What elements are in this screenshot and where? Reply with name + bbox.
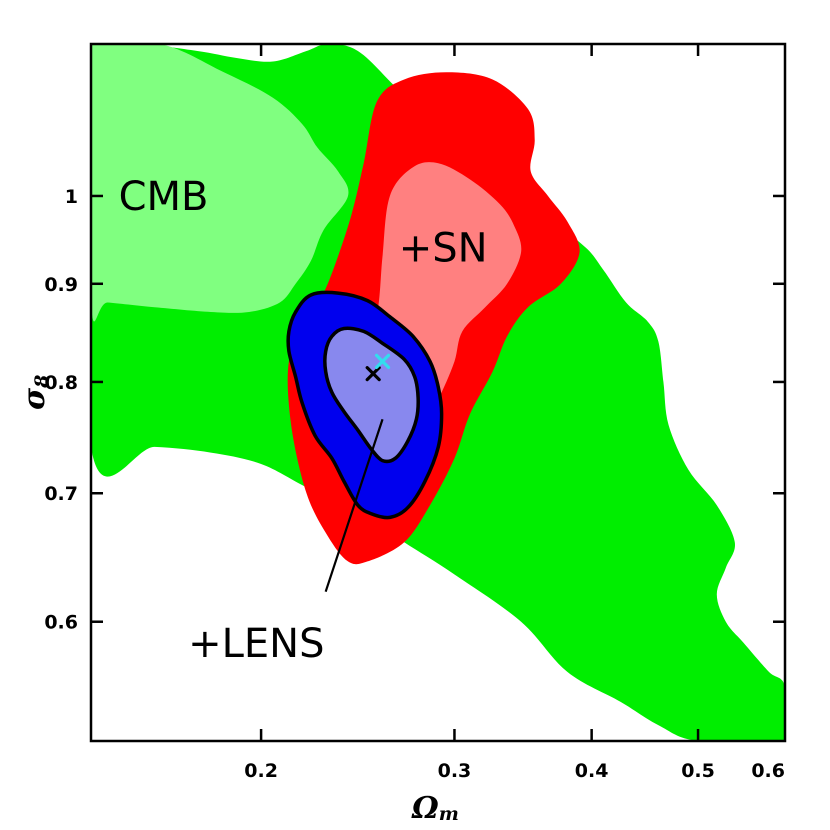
y-tick-2: 0.8 [44, 372, 785, 394]
best-fit-marker-black [365, 366, 381, 382]
x-tick-1: 0.3 [438, 44, 472, 782]
y-tick-1: 0.7 [44, 483, 785, 505]
y-tick-4: 1 [65, 186, 785, 208]
x-tick-2: 0.4 [575, 44, 609, 782]
x-tick-label: 0.3 [438, 760, 472, 782]
y-tick-label: 0.8 [44, 372, 78, 394]
label-lens: +LENS [188, 621, 324, 667]
x-tick-label: 0.5 [681, 760, 715, 782]
y-axis-ticks: 0.6 0.7 0.8 0.9 1 [44, 186, 785, 634]
x-axis-title: Ωm [411, 791, 459, 826]
y-tick-label: 0.9 [44, 274, 78, 296]
plot-frame [89, 42, 787, 743]
y-tick-label: 1 [65, 186, 78, 208]
x-tick-label: 0.4 [575, 760, 609, 782]
best-fit-markers [365, 353, 391, 382]
x-tick-3: 0.5 [681, 44, 715, 782]
confidence-regions [91, 44, 785, 741]
label-sn: +SN [399, 226, 488, 272]
region-lens-68 [323, 326, 420, 464]
region-labels: CMB +SN +LENS [119, 174, 488, 667]
x-tick-label: 0.6 [751, 760, 785, 782]
x-tick-4: 0.6 [751, 760, 785, 782]
label-cmb: CMB [119, 174, 209, 220]
y-axis-title: σ8 [17, 375, 53, 410]
x-axis-ticks: 0.2 0.3 0.4 0.5 0.6 [244, 44, 785, 782]
x-tick-label: 0.2 [244, 760, 278, 782]
x-tick-0: 0.2 [244, 44, 278, 782]
region-cmb-68 [91, 44, 349, 322]
lens-pointer-line [324, 418, 384, 593]
y-tick-0: 0.6 [44, 612, 785, 634]
best-fit-marker-cyan [374, 353, 391, 369]
y-tick-label: 0.6 [44, 612, 78, 634]
y-tick-label: 0.7 [44, 483, 78, 505]
y-tick-3: 0.9 [44, 274, 785, 296]
